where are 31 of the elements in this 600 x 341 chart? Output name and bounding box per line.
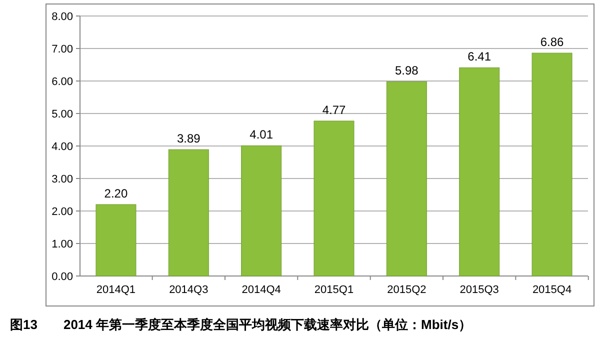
bar — [386, 81, 427, 276]
data-label: 6.41 — [468, 50, 492, 64]
x-tick-label: 2015Q1 — [314, 284, 354, 296]
data-label: 6.86 — [540, 35, 564, 50]
bar — [241, 145, 282, 276]
data-label: 4.01 — [250, 128, 274, 142]
bar — [96, 204, 136, 276]
y-tick-label: 7.00 — [52, 43, 73, 56]
x-tick-label: 2015Q3 — [460, 284, 499, 296]
data-label: 2.20 — [104, 186, 128, 200]
y-tick-label: 3.00 — [52, 173, 73, 186]
x-tick-label: 2014Q4 — [242, 284, 281, 296]
y-tick-label: 8.00 — [52, 10, 73, 23]
y-tick-label: 5.00 — [52, 108, 73, 120]
x-tick-label: 2014Q3 — [169, 284, 208, 296]
y-tick-label: 4.00 — [52, 140, 73, 153]
bar — [314, 120, 354, 276]
y-tick-label: 6.00 — [52, 76, 73, 88]
y-tick-label: 2.00 — [52, 206, 73, 218]
data-label: 5.98 — [394, 64, 419, 78]
text: 图13 2014 年第一季度至本季度全国平均视频下载速率对比（单位：Mbit/s） — [10, 317, 472, 332]
data-label: 3.89 — [176, 132, 201, 146]
bar — [168, 149, 209, 276]
y-tick-label: 1.00 — [52, 238, 73, 250]
bar — [532, 52, 572, 276]
data-label: 4.77 — [322, 102, 346, 117]
x-tick-label: 2014Q1 — [96, 284, 136, 296]
x-tick-label: 2015Q4 — [532, 284, 572, 296]
y-tick-label: 0.00 — [52, 270, 73, 283]
x-tick-label: 2015Q2 — [387, 284, 426, 296]
bar — [459, 67, 500, 276]
